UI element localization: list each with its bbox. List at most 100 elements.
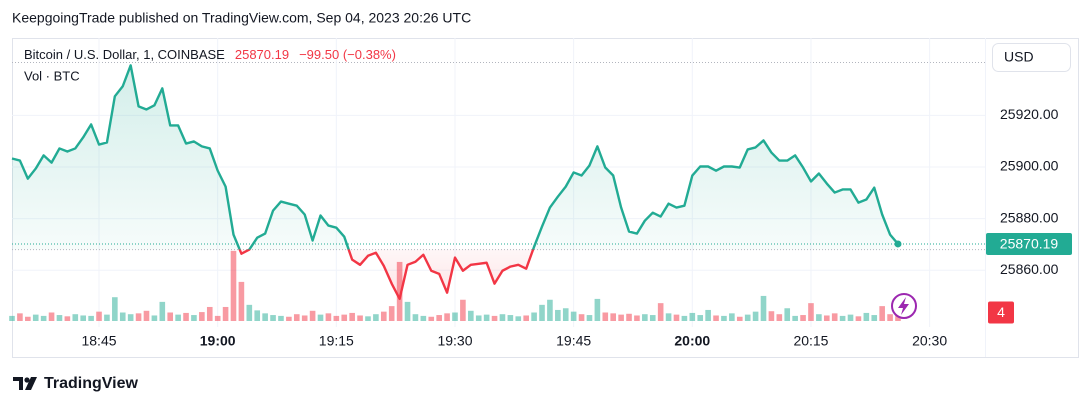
volume-bar bbox=[151, 315, 158, 321]
volume-bar bbox=[626, 313, 632, 321]
volume-bar bbox=[697, 315, 704, 321]
currency-button[interactable] bbox=[992, 43, 1071, 72]
change: −99.50 (−0.38%) bbox=[299, 47, 396, 62]
volume-bar bbox=[642, 314, 648, 321]
volume-bar bbox=[555, 309, 561, 321]
volume-bar bbox=[855, 316, 862, 321]
symbol: Bitcoin / U.S. Dollar, 1, COINBASE bbox=[24, 47, 225, 62]
volume-label-box bbox=[988, 301, 1014, 324]
volume-bar bbox=[665, 313, 672, 321]
volume-bar bbox=[816, 314, 822, 321]
volume-bar bbox=[270, 315, 276, 321]
volume-bar bbox=[262, 313, 268, 321]
volume-bar bbox=[839, 315, 846, 321]
volume-bar bbox=[206, 306, 213, 321]
volume-bar bbox=[531, 312, 537, 321]
volume-bar bbox=[238, 281, 245, 321]
flash-icon bbox=[891, 293, 917, 319]
volume-bar bbox=[135, 313, 142, 321]
volume-bar bbox=[191, 315, 197, 321]
volume-bar bbox=[570, 311, 577, 321]
volume-bar bbox=[388, 306, 395, 321]
volume-bar bbox=[507, 315, 514, 321]
volume-bar bbox=[586, 315, 593, 321]
volume-bar bbox=[729, 313, 735, 321]
volume-bar bbox=[96, 311, 102, 321]
volume-bar bbox=[246, 304, 253, 321]
volume-bar bbox=[618, 314, 624, 321]
x-tick-label: 19:30 bbox=[437, 333, 472, 349]
volume-bar bbox=[452, 312, 458, 321]
volume-bar bbox=[736, 316, 743, 321]
x-tick-label: 18:45 bbox=[81, 333, 116, 349]
volume-bar bbox=[768, 311, 775, 321]
volume-bar bbox=[721, 315, 727, 321]
x-tick-label: 19:15 bbox=[319, 333, 354, 349]
volume-bar bbox=[222, 306, 229, 321]
volume-bar bbox=[887, 314, 893, 321]
axes: 25860.00 25880.00 25900.00 25920.00 18:45 19:… bbox=[81, 106, 1072, 349]
volume-bar bbox=[420, 315, 427, 321]
volume-bar bbox=[863, 312, 870, 321]
volume-bar bbox=[673, 314, 680, 321]
volume-bar bbox=[80, 315, 86, 321]
volume-bar bbox=[871, 315, 878, 321]
volume-bar bbox=[689, 312, 696, 321]
volume-bar bbox=[199, 312, 205, 321]
volume-bar bbox=[602, 312, 609, 321]
volume-bar bbox=[112, 297, 118, 321]
volume-bar bbox=[562, 308, 569, 321]
volume-bar bbox=[760, 295, 767, 321]
volume-bar bbox=[143, 310, 150, 321]
volume-bar bbox=[436, 315, 442, 321]
volume-bar bbox=[17, 313, 23, 321]
volume-bar bbox=[468, 310, 474, 321]
volume-bar bbox=[293, 314, 300, 321]
volume-bar bbox=[428, 316, 435, 321]
price-label-box bbox=[986, 232, 1072, 255]
volume-bar bbox=[784, 308, 791, 321]
volume-bar bbox=[475, 315, 482, 321]
volume-bar bbox=[230, 250, 237, 321]
volume-bar bbox=[72, 314, 79, 321]
price-line bbox=[11, 64, 899, 301]
volume-bar bbox=[25, 316, 31, 321]
currency[interactable]: USD bbox=[1004, 49, 1034, 65]
volume-bar bbox=[412, 314, 419, 321]
volume-bar bbox=[823, 315, 830, 321]
volume-bar bbox=[32, 314, 39, 321]
volume-bar bbox=[214, 315, 221, 321]
price-label: 25870.19 bbox=[1000, 236, 1059, 252]
volume-bar bbox=[349, 312, 355, 321]
volume-bar bbox=[800, 315, 806, 321]
y-tick-label: 25920.00 bbox=[1000, 106, 1059, 122]
volume-bar bbox=[444, 313, 450, 321]
brand: TradingView bbox=[44, 375, 139, 392]
volume-bar bbox=[365, 316, 371, 321]
volume-bar bbox=[64, 316, 71, 321]
volume-bar bbox=[808, 303, 814, 321]
volume-bar bbox=[776, 314, 783, 321]
volume-bar bbox=[9, 315, 15, 321]
volume-bar bbox=[523, 315, 529, 321]
volume-bar bbox=[744, 314, 751, 321]
volume-bar bbox=[278, 315, 284, 321]
volume-bar bbox=[104, 314, 110, 321]
volume-label: 4 bbox=[997, 304, 1005, 320]
volume-bar bbox=[357, 315, 363, 321]
volume-bar bbox=[499, 314, 506, 321]
volume-bar bbox=[183, 312, 189, 321]
volume-legend: Vol · BTC bbox=[24, 68, 80, 83]
volume-bar bbox=[119, 312, 126, 321]
volume-bar bbox=[578, 314, 585, 321]
volume-bar bbox=[705, 309, 711, 321]
header: KeepgoingTrade published on TradingView.… bbox=[12, 10, 471, 26]
brand-logo bbox=[13, 377, 37, 390]
volume-bar bbox=[175, 314, 181, 321]
y-tick-label: 25900.00 bbox=[1000, 158, 1059, 174]
x-tick-label: 19:45 bbox=[556, 333, 591, 349]
volume-bar bbox=[547, 299, 553, 321]
volume-bar bbox=[286, 316, 292, 321]
x-tick-label: 19:00 bbox=[200, 333, 236, 349]
